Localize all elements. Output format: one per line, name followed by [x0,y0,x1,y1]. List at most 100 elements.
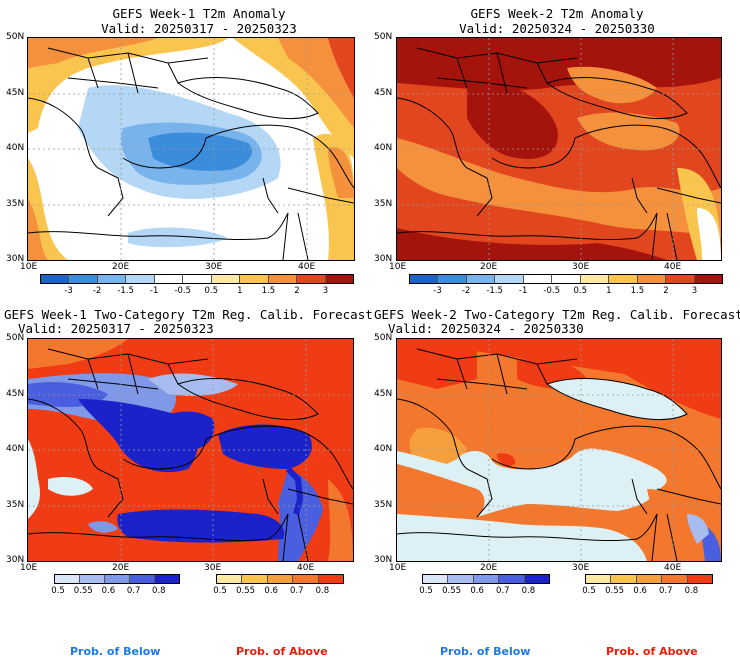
colorbar-label: 0.5 [213,586,227,596]
panel1-lon-30: 30E [205,262,223,272]
panel3-lat-30: 30N [6,555,25,565]
colorbar-swatch [55,575,80,583]
colorbar-label: -3 [433,286,442,296]
panel2-lat-45: 45N [374,88,393,98]
panel3-lat-40: 40N [6,444,25,454]
colorbar-swatch [580,275,610,283]
colorbar-swatch [97,275,127,283]
colorbar-swatch [155,575,179,583]
colorbar-swatch [242,575,268,583]
colorbar-label: -0.5 [174,286,192,296]
colorbar-label: -0.5 [543,286,561,296]
panel4-lon-40: 40E [664,563,682,573]
panel2-map-canvas [397,38,721,260]
colorbar-swatch [524,575,550,583]
panel1-lat-30: 30N [6,254,25,264]
panel2-lon-30: 30E [572,262,590,272]
panel3-lat-50: 50N [6,333,25,343]
panel4-below-colorbar [422,574,550,584]
panel1-lon-10: 10E [20,262,38,272]
colorbar-label: 0.55 [442,586,462,596]
panel2-lon-10: 10E [389,262,407,272]
panel3-lon-30: 30E [204,563,222,573]
colorbar-label: 0.7 [126,586,141,596]
panel1-lat-35: 35N [6,199,25,209]
colorbar-label: -1.5 [486,286,503,296]
colorbar-label: 0.5 [582,586,596,596]
panel1-title: GEFS Week-1 T2m Anomaly [112,6,286,21]
colorbar-swatch [211,275,241,283]
panel2-lat-35: 35N [374,199,393,209]
colorbar-label: -1 [149,286,159,296]
panel1-lat-45: 45N [6,88,25,98]
panel4-lat-40: 40N [374,444,393,454]
panel4-prob-below-label: Prob. of Below [440,645,531,658]
panel2-map [396,37,722,261]
colorbar-swatch [687,575,713,583]
colorbar-label: 0.8 [152,586,166,596]
panel2-lat-40: 40N [374,143,393,153]
colorbar-swatch [694,275,722,283]
panel4-lon-10: 10E [389,563,407,573]
panel1-lat-50: 50N [6,32,25,42]
panel4-lat-45: 45N [374,389,393,399]
colorbar-swatch [325,275,353,283]
panel4-map [396,338,722,562]
panel4-lat-35: 35N [374,500,393,510]
panel3-map [27,338,354,562]
colorbar-label: 0.5 [573,286,588,296]
colorbar-label: 0.7 [290,586,304,596]
colorbar-swatch [41,275,70,283]
colorbar-swatch [666,275,695,283]
colorbar-label: 0.6 [101,586,116,596]
panel4-lon-20: 20E [480,563,498,573]
panel3-map-canvas [28,339,353,561]
colorbar-swatch [183,275,212,283]
panel2-lon-20: 20E [480,262,498,272]
colorbar-swatch [154,275,184,283]
colorbar-label: -1 [518,286,528,296]
colorbar-swatch [80,575,105,583]
colorbar-label: 2 [663,286,669,296]
colorbar-label: 1 [237,286,243,296]
colorbar-swatch [410,275,439,283]
colorbar-swatch [126,275,155,283]
colorbar-swatch [438,275,467,283]
panel3-valid: Valid: 20250317 - 20250323 [18,321,214,336]
colorbar-swatch [473,575,500,583]
panel4-above-colorbar [585,574,713,584]
colorbar-label: 3 [322,286,329,296]
colorbar-swatch [637,275,667,283]
panel4-title: GEFS Week-2 Two-Category T2m Reg. Calib.… [374,307,740,322]
colorbar-swatch [495,275,524,283]
colorbar-label: 0.6 [470,586,484,596]
colorbar-swatch [267,575,294,583]
panel2-colorbar [409,274,723,284]
colorbar-swatch [466,275,496,283]
colorbar-swatch [448,575,474,583]
panel3-prob-below-label: Prob. of Below [70,645,161,658]
colorbar-label: -2 [92,286,102,296]
panel4-lon-30: 30E [572,563,590,573]
panel1-lon-40: 40E [298,262,316,272]
colorbar-label: 2 [294,286,300,296]
colorbar-label: 0.55 [236,586,256,596]
colorbar-swatch [130,575,155,583]
panel2-valid: Valid: 20250324 - 20250330 [459,21,655,36]
panel2-lon-40: 40E [664,262,682,272]
colorbar-label: 0.55 [73,586,93,596]
panel3-lat-45: 45N [6,389,25,399]
colorbar-swatch [609,275,638,283]
panel1-colorbar [40,274,354,284]
colorbar-label: 0.8 [684,586,699,596]
colorbar-swatch [423,575,449,583]
colorbar-label: 0.6 [633,586,647,596]
colorbar-label: 3 [691,286,698,296]
colorbar-swatch [552,275,581,283]
colorbar-swatch [523,275,553,283]
colorbar-label: 0.6 [264,586,278,596]
panel3-lon-10: 10E [20,563,38,573]
colorbar-label: 0.7 [496,586,510,596]
colorbar-swatch [240,275,269,283]
panel2-title: GEFS Week-2 T2m Anomaly [470,6,644,21]
